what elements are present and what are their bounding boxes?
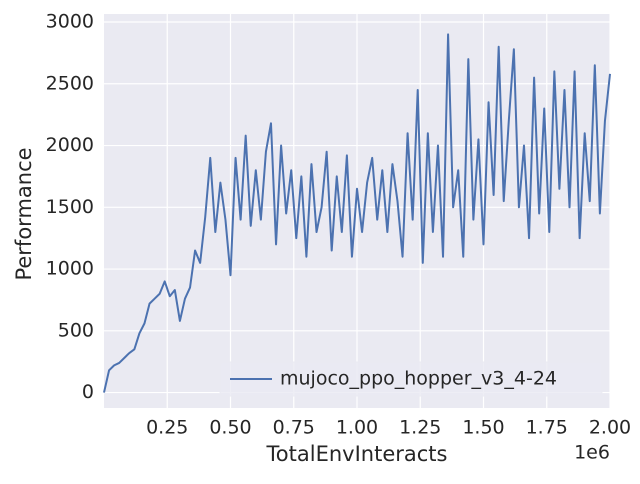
y-tick-label: 2500 <box>46 72 94 94</box>
legend-label: mujoco_ppo_hopper_v3_4-24 <box>280 368 557 390</box>
y-tick-label: 1000 <box>46 258 94 280</box>
legend-box <box>219 361 603 397</box>
x-tick-label: 0.25 <box>146 417 188 439</box>
y-tick-label: 0 <box>82 381 94 403</box>
x-tick-label: 1.25 <box>399 417 441 439</box>
x-tick-label: 0.50 <box>209 417 251 439</box>
x-tick-label: 2.00 <box>589 417 631 439</box>
y-axis-label: Performance <box>12 147 36 280</box>
x-tick-label: 1.75 <box>526 417 568 439</box>
x-tick-label: 1.50 <box>462 417 504 439</box>
x-tick-label: 0.75 <box>273 417 315 439</box>
x-tick-label: 1.00 <box>336 417 378 439</box>
x-offset-label: 1e6 <box>574 442 610 464</box>
y-tick-label: 3000 <box>46 11 94 33</box>
data-line <box>103 33 611 393</box>
y-tick-label: 2000 <box>46 134 94 156</box>
y-tick-label: 500 <box>58 319 94 341</box>
x-axis-label: TotalEnvInteracts <box>266 442 448 466</box>
y-tick-label: 1500 <box>46 196 94 218</box>
